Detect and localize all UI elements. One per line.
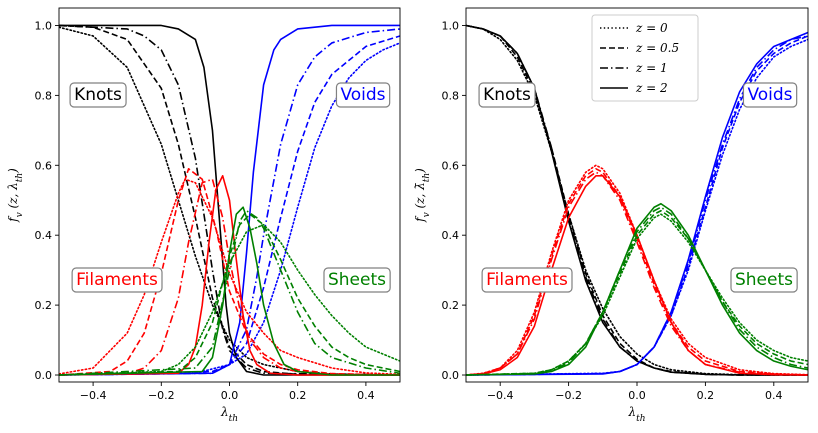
series-line-filaments-z0: [466, 164, 808, 376]
y-tick-label: 0.8: [442, 89, 460, 102]
series-line-knots-z1: [59, 24, 400, 376]
series-line-filaments-z2: [466, 174, 808, 376]
series-line-sheets-z1: [466, 206, 808, 376]
annotation-label: Sheets: [328, 270, 386, 290]
annotation-box: [323, 267, 391, 293]
annotation-label: Filaments: [76, 270, 158, 290]
series-line-filaments-z0_5: [466, 167, 808, 376]
series-line-filaments-z1: [59, 178, 400, 376]
y-tick-label: 0.4: [442, 229, 460, 242]
series-line-sheets-z0_5: [59, 213, 400, 376]
series-line-sheets-z0: [466, 213, 808, 376]
x-tick-label: 0.2: [697, 389, 715, 402]
x-tick-label: −0.4: [80, 389, 107, 402]
legend-box: [591, 14, 699, 102]
series-line-sheets-z0_5: [466, 209, 808, 376]
annotation-filaments: Filaments: [481, 267, 573, 293]
legend-label: z = 1: [635, 61, 668, 75]
y-tick-label: 0.2: [442, 299, 460, 312]
x-tick-label: 0.0: [221, 389, 239, 402]
legend-label: z = 0: [635, 21, 668, 35]
y-tick-label: 0.6: [442, 159, 460, 172]
y-tick-label: 1.0: [35, 19, 53, 32]
annotation-box: [481, 267, 573, 293]
axes-frame: [58, 7, 401, 383]
y-tick-label: 0.0: [35, 369, 53, 382]
panel-right: −0.4 −0.2 0.0 0.2 0.4 0.0 0.2 0.4 0.6 0.8 1.0 fv (z…: [413, 7, 809, 424]
annotation-sheets: Sheets: [323, 267, 391, 293]
series-line-knots-z0: [59, 26, 400, 376]
annotation-label: Knots: [483, 85, 531, 105]
x-tick-label: 0.0: [628, 389, 646, 402]
x-tick-label: 0.2: [289, 389, 307, 402]
panel-left: −0.4 −0.2 0.0 0.2 0.4 0.0 0.2 0.4 0.6 0.8 1.0 fv (z…: [6, 7, 401, 424]
series-line-sheets-z0: [59, 223, 400, 376]
annotation-sheets: Sheets: [730, 267, 798, 293]
legend-label: z = 2: [635, 81, 668, 95]
annotation-voids: Voids: [335, 82, 391, 108]
series-line-knots-z2: [466, 24, 808, 376]
y-tick-label: 0.2: [35, 299, 53, 312]
series-line-voids-z2: [59, 24, 400, 376]
annotation-box: [730, 267, 798, 293]
annotation-label: Knots: [74, 85, 122, 105]
x-axis-label: λth: [220, 405, 238, 424]
legend-label: z = 0.5: [635, 41, 679, 55]
annotation-voids: Voids: [742, 82, 798, 108]
series-line-knots-z2: [59, 24, 400, 376]
series-line-voids-z2: [466, 31, 808, 376]
annotation-knots: Knots: [69, 82, 127, 108]
annotation-box: [71, 267, 163, 293]
annotation-box: [335, 82, 391, 108]
y-tick-label: 1.0: [442, 19, 460, 32]
series-line-sheets-z2: [466, 202, 808, 376]
annotation-box: [478, 82, 536, 108]
y-tick-label: 0.0: [442, 369, 460, 382]
annotation-box: [742, 82, 798, 108]
annotation-box: [69, 82, 127, 108]
legend: z = 0 z = 0.5 z = 1 z = 2: [591, 14, 699, 102]
annotation-label: Voids: [747, 85, 792, 105]
x-tick-label: 0.4: [765, 389, 783, 402]
y-axis-label: fv (z, λth): [6, 168, 25, 223]
series-line-sheets-z1: [59, 209, 400, 376]
x-tick-label: −0.2: [148, 389, 175, 402]
series-line-sheets-z2: [59, 206, 400, 376]
annotation-label: Sheets: [735, 270, 793, 290]
annotation-filaments: Filaments: [71, 267, 163, 293]
y-axis-label: fv (z, λ̄th): [413, 168, 432, 223]
x-tick-label: −0.4: [487, 389, 514, 402]
x-tick-label: 0.4: [357, 389, 375, 402]
y-tick-label: 0.4: [35, 229, 53, 242]
series-group: [59, 24, 400, 376]
annotation-label: Filaments: [486, 270, 568, 290]
series-group: [466, 24, 808, 376]
annotation-label: Voids: [340, 85, 385, 105]
annotation-knots: Knots: [478, 82, 536, 108]
y-tick-label: 0.8: [35, 89, 53, 102]
x-tick-label: −0.2: [555, 389, 582, 402]
series-line-knots-z0: [466, 24, 808, 376]
series-line-filaments-z2: [59, 174, 400, 376]
x-axis-label: λth: [627, 405, 645, 424]
y-tick-label: 0.6: [35, 159, 53, 172]
